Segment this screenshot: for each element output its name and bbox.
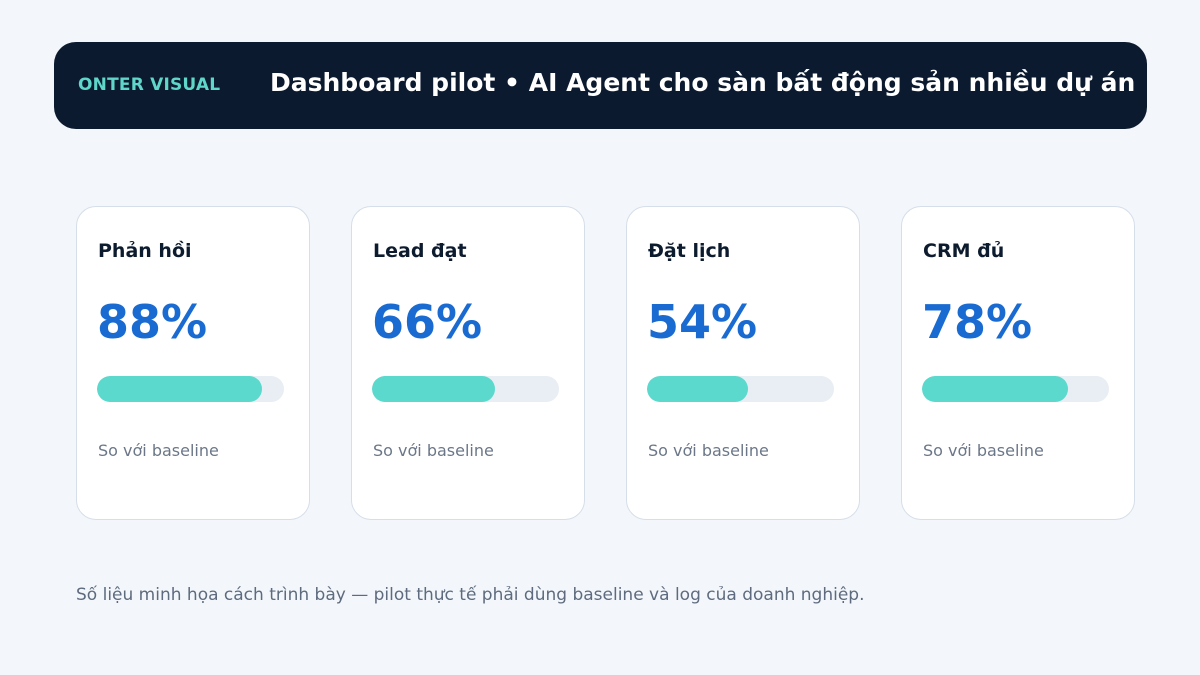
brand-label: ONTER VISUAL — [78, 75, 221, 95]
metric-note: So với baseline — [373, 441, 494, 460]
progress-track — [372, 376, 559, 402]
progress-track — [922, 376, 1109, 402]
metric-value: 78% — [922, 295, 1033, 349]
progress-track — [647, 376, 834, 402]
metric-cards: Phản hồi 88% So với baseline Lead đạt 66… — [76, 206, 1135, 520]
progress-fill — [372, 376, 496, 402]
metric-note: So với baseline — [98, 441, 219, 460]
progress-fill — [922, 376, 1068, 402]
page-title: Dashboard pilot • AI Agent cho sàn bất đ… — [270, 68, 1136, 97]
metric-card-lead: Lead đạt 66% So với baseline — [351, 206, 585, 520]
metric-card-crm: CRM đủ 78% So với baseline — [901, 206, 1135, 520]
metric-value: 66% — [372, 295, 483, 349]
metric-card-booking: Đặt lịch 54% So với baseline — [626, 206, 860, 520]
footnote: Số liệu minh họa cách trình bày — pilot … — [76, 585, 865, 605]
metric-note: So với baseline — [648, 441, 769, 460]
metric-note: So với baseline — [923, 441, 1044, 460]
header-bar: ONTER VISUAL Dashboard pilot • AI Agent … — [54, 42, 1147, 129]
progress-fill — [647, 376, 748, 402]
metric-label: CRM đủ — [923, 240, 1005, 262]
metric-label: Lead đạt — [373, 240, 467, 262]
metric-label: Phản hồi — [98, 240, 192, 262]
metric-card-response: Phản hồi 88% So với baseline — [76, 206, 310, 520]
metric-value: 88% — [97, 295, 208, 349]
progress-fill — [97, 376, 262, 402]
metric-value: 54% — [647, 295, 758, 349]
progress-track — [97, 376, 284, 402]
metric-label: Đặt lịch — [648, 240, 731, 262]
